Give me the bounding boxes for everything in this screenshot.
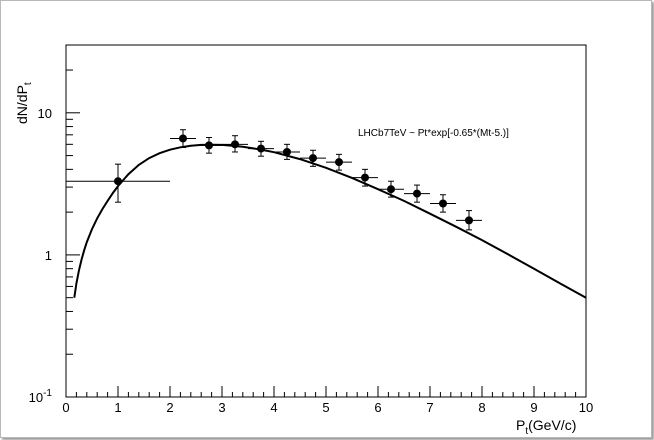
- fit-annotation: LHCb7TeV ~ Pt*exp[-0.65*(Mt-5.)]: [358, 128, 509, 139]
- point-marker: [179, 134, 187, 143]
- point-marker: [413, 189, 421, 198]
- data-point: [404, 184, 430, 203]
- data-point: [222, 135, 248, 153]
- point-marker: [114, 177, 122, 186]
- point-marker: [231, 140, 239, 149]
- x-tick-label: 2: [166, 400, 173, 415]
- y-tick-label: 1: [45, 248, 52, 263]
- y-tick-label: 10: [38, 106, 52, 121]
- point-marker: [205, 141, 213, 150]
- point-marker: [387, 185, 395, 194]
- data-point: [66, 163, 170, 203]
- data-point: [430, 194, 456, 213]
- x-tick-label: 7: [426, 400, 433, 415]
- plot-frame: [65, 44, 587, 398]
- y-axis-title: dN/dPt: [14, 82, 34, 124]
- point-marker: [309, 154, 317, 163]
- x-tick-label: 0: [62, 400, 69, 415]
- x-tick-label: 8: [478, 400, 485, 415]
- data-point: [378, 180, 404, 198]
- point-marker: [283, 147, 291, 156]
- data-point: [326, 153, 352, 171]
- fit-curve: [73, 143, 587, 299]
- x-tick-label: 4: [270, 400, 277, 415]
- point-marker: [439, 199, 447, 208]
- data-points-layer: [66, 129, 482, 231]
- point-marker: [335, 158, 343, 167]
- data-point: [456, 210, 482, 231]
- data-point: [248, 140, 274, 157]
- x-tick-label: 3: [218, 400, 225, 415]
- data-point: [352, 168, 378, 187]
- x-tick-label: 9: [530, 400, 537, 415]
- point-marker: [465, 216, 473, 225]
- y-tick-label: 10-1: [29, 388, 53, 405]
- x-tick-label: 6: [374, 400, 381, 415]
- x-tick-label: 1: [114, 400, 121, 415]
- data-point: [300, 149, 326, 167]
- x-axis-title: Pt(GeV/c): [516, 417, 576, 437]
- x-tick-label: 5: [322, 400, 329, 415]
- point-marker: [361, 173, 369, 182]
- data-point: [196, 137, 222, 154]
- data-point: [170, 129, 196, 148]
- tick-layer: 0 1 2 3 4 5 6 7 8 9 10 10-1 1 10: [29, 44, 593, 415]
- fit-curve-layer: [73, 143, 587, 299]
- axes-layer: [65, 44, 587, 398]
- point-marker: [257, 144, 265, 153]
- data-point: [274, 143, 300, 160]
- x-tick-label: 10: [579, 400, 593, 415]
